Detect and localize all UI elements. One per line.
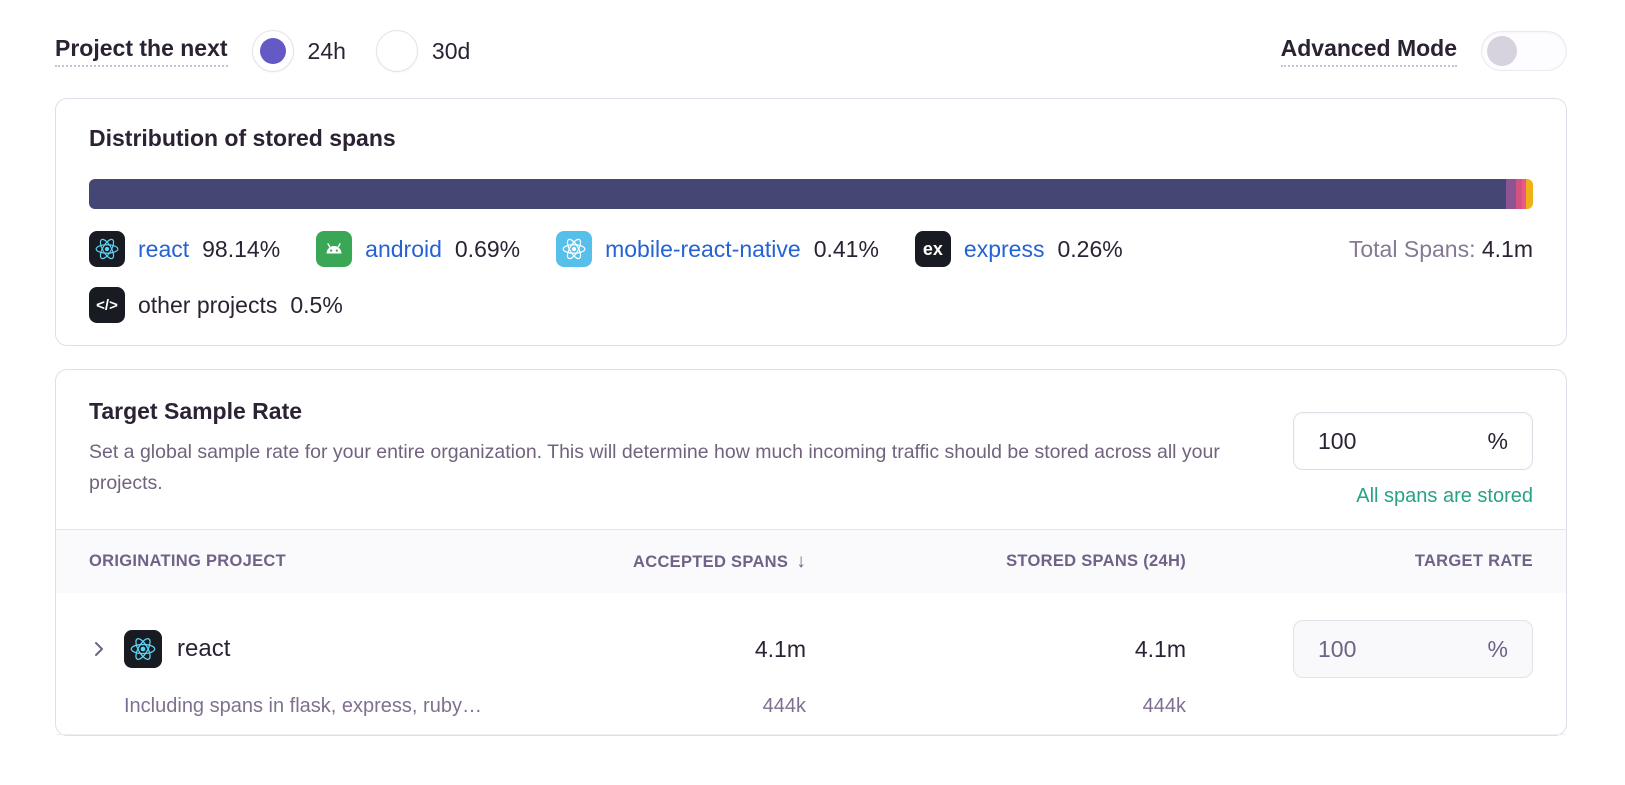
express-icon: ex (914, 231, 951, 267)
distribution-legend-row-1: react 98.14% android 0.69% mobile-react-… (89, 231, 1533, 267)
projects-table: Originating Project Accepted Spans ↓ Stor… (56, 529, 1566, 736)
sub-stored-value: 444k (1142, 695, 1186, 718)
header-stored-spans[interactable]: Stored Spans (24h) (1006, 552, 1186, 571)
top-controls: Project the next 24h 30d Advanced Mode (55, 28, 1567, 74)
radio-24h-label: 24h (307, 37, 346, 64)
accepted-spans-value: 4.1m (754, 635, 806, 662)
legend-mobile-react-native-pct: 0.41% (813, 235, 879, 262)
legend-item-mobile-react-native: mobile-react-native 0.41% (556, 231, 879, 267)
code-icon: </> (89, 287, 125, 323)
sample-rate-description: Set a global sample rate for your entire… (89, 441, 1220, 495)
projection-period-radio-group: 24h 30d (251, 30, 471, 72)
table-header-row: Originating Project Accepted Spans ↓ Stor… (56, 529, 1566, 594)
included-spans-note: Including spans in flask, express, ruby… (124, 695, 482, 718)
sample-rate-head: Target Sample Rate Set a global sample r… (56, 398, 1566, 499)
react-rate-suffix: % (1487, 635, 1508, 662)
react-rate-value: 100 (1318, 635, 1357, 662)
bar-segment-android[interactable] (1506, 179, 1517, 209)
legend-android-link[interactable]: android (365, 235, 442, 262)
radio-30d-circle[interactable] (375, 30, 418, 72)
react-native-icon (556, 231, 593, 267)
legend-other-projects-pct: 0.5% (290, 291, 343, 318)
legend-other-projects-label: other projects (138, 291, 278, 318)
react-icon (89, 231, 125, 267)
legend-item-android: android 0.69% (316, 231, 520, 267)
distribution-card: Distribution of stored spans react 98.14… (55, 98, 1567, 346)
sample-rate-title: Target Sample Rate (89, 398, 303, 424)
distribution-bar (89, 179, 1533, 209)
advanced-mode-toggle[interactable] (1481, 31, 1567, 71)
legend-express-pct: 0.26% (1057, 235, 1123, 262)
android-icon (316, 231, 353, 267)
legend-express-link[interactable]: express (963, 235, 1045, 262)
global-rate-box: 100 % All spans are stored (1293, 412, 1533, 508)
project-name: react (177, 635, 231, 663)
header-accepted-spans[interactable]: Accepted Spans ↓ (633, 550, 806, 572)
sort-desc-icon: ↓ (796, 550, 806, 572)
bar-segment-express[interactable] (1522, 179, 1526, 209)
react-icon (124, 630, 162, 669)
global-rate-suffix: % (1487, 427, 1508, 454)
bar-segment-other-projects[interactable] (1525, 179, 1533, 209)
global-sample-rate-input[interactable]: 100 % (1293, 412, 1533, 470)
sub-accepted-value: 444k (762, 695, 806, 718)
bar-segment-mobile-react-native[interactable] (1516, 179, 1522, 209)
radio-24h-dot (259, 38, 286, 64)
advanced-mode-label: Advanced Mode (1280, 35, 1457, 67)
stored-spans-value: 4.1m (1134, 635, 1186, 662)
radio-option-24h[interactable]: 24h (251, 30, 346, 72)
page: Project the next 24h 30d Advanced Mode D… (55, 28, 1567, 737)
project-cell: react (89, 630, 489, 669)
total-spans-label: Total Spans: (1348, 235, 1476, 262)
radio-24h-circle[interactable] (251, 30, 294, 72)
total-spans: Total Spans: 4.1m (1349, 236, 1533, 263)
radio-30d-label: 30d (431, 37, 471, 64)
legend-item-react: react 98.14% (89, 231, 280, 267)
distribution-title: Distribution of stored spans (89, 125, 396, 151)
legend-react-link[interactable]: react (138, 235, 190, 262)
global-rate-value: 100 (1318, 427, 1357, 454)
distribution-legend-row-2: </> other projects 0.5% (89, 287, 1533, 323)
legend-android-pct: 0.69% (454, 235, 521, 262)
project-the-next-label: Project the next (55, 35, 228, 67)
rate-status-text: All spans are stored (1356, 485, 1533, 507)
radio-option-30d[interactable]: 30d (375, 30, 471, 72)
table-row-react-sub: Including spans in flask, express, ruby…… (56, 695, 1566, 718)
advanced-mode-control: Advanced Mode (1280, 31, 1567, 71)
legend-item-other-projects: </> other projects 0.5% (89, 287, 343, 323)
target-sample-rate-card: Target Sample Rate Set a global sample r… (55, 369, 1567, 737)
toggle-knob (1487, 36, 1517, 66)
header-target-rate[interactable]: Target Rate (1414, 552, 1533, 571)
legend-react-pct: 98.14% (202, 235, 281, 262)
bar-segment-react[interactable] (89, 179, 1507, 209)
total-spans-value: 4.1m (1481, 235, 1533, 262)
table-row-react: react 4.1m 4.1m 100 % Including spans in… (56, 593, 1566, 736)
header-originating-project[interactable]: Originating Project (89, 552, 286, 571)
legend-mobile-react-native-link[interactable]: mobile-react-native (605, 235, 801, 262)
table-row-react-main: react 4.1m 4.1m 100 % (56, 617, 1566, 681)
react-target-rate-input[interactable]: 100 % (1293, 620, 1533, 679)
legend-item-express: ex express 0.26% (914, 231, 1123, 267)
expand-chevron-icon[interactable] (89, 639, 109, 659)
